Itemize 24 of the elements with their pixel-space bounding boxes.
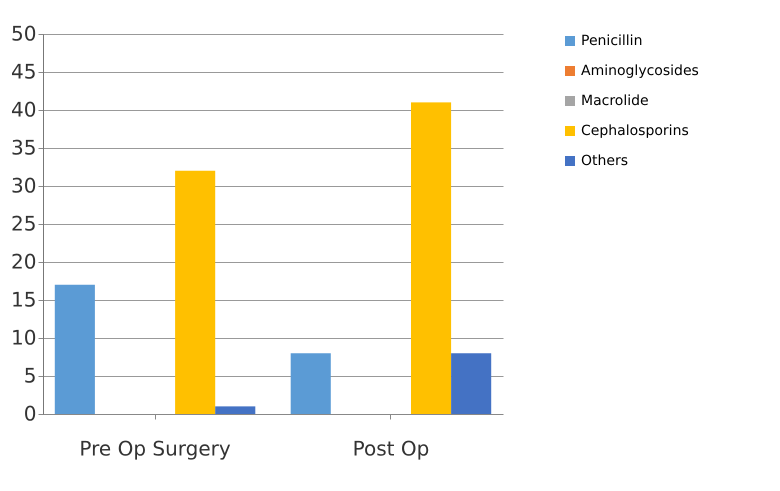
x-tick-label: Post Op [352,436,430,460]
legend-label: Macrolide [581,93,649,109]
y-tick-label: 15 [11,288,36,312]
legend-label: Penicillin [581,33,642,49]
y-tick-label: 45 [11,60,36,84]
legend-label: Aminoglycosides [581,63,699,79]
y-tick-label: 40 [11,98,36,122]
bar [451,353,492,414]
y-tick-label: 0 [24,402,36,426]
y-tick-label: 35 [11,136,36,160]
legend-label: Cephalosporins [581,123,689,139]
y-tick-label: 30 [11,174,36,198]
bar [175,170,216,414]
y-tick-label: 5 [24,364,36,388]
bar [215,406,256,414]
bar [54,284,95,414]
y-tick-label: 20 [11,250,36,274]
y-tick-label: 10 [11,326,36,350]
y-tick-label: 50 [11,22,36,46]
bar [411,102,452,414]
y-tick-label: 25 [11,212,36,236]
x-tick-label: Pre Op Surgery [79,436,231,460]
bar [290,353,331,414]
legend-label: Others [581,153,628,169]
